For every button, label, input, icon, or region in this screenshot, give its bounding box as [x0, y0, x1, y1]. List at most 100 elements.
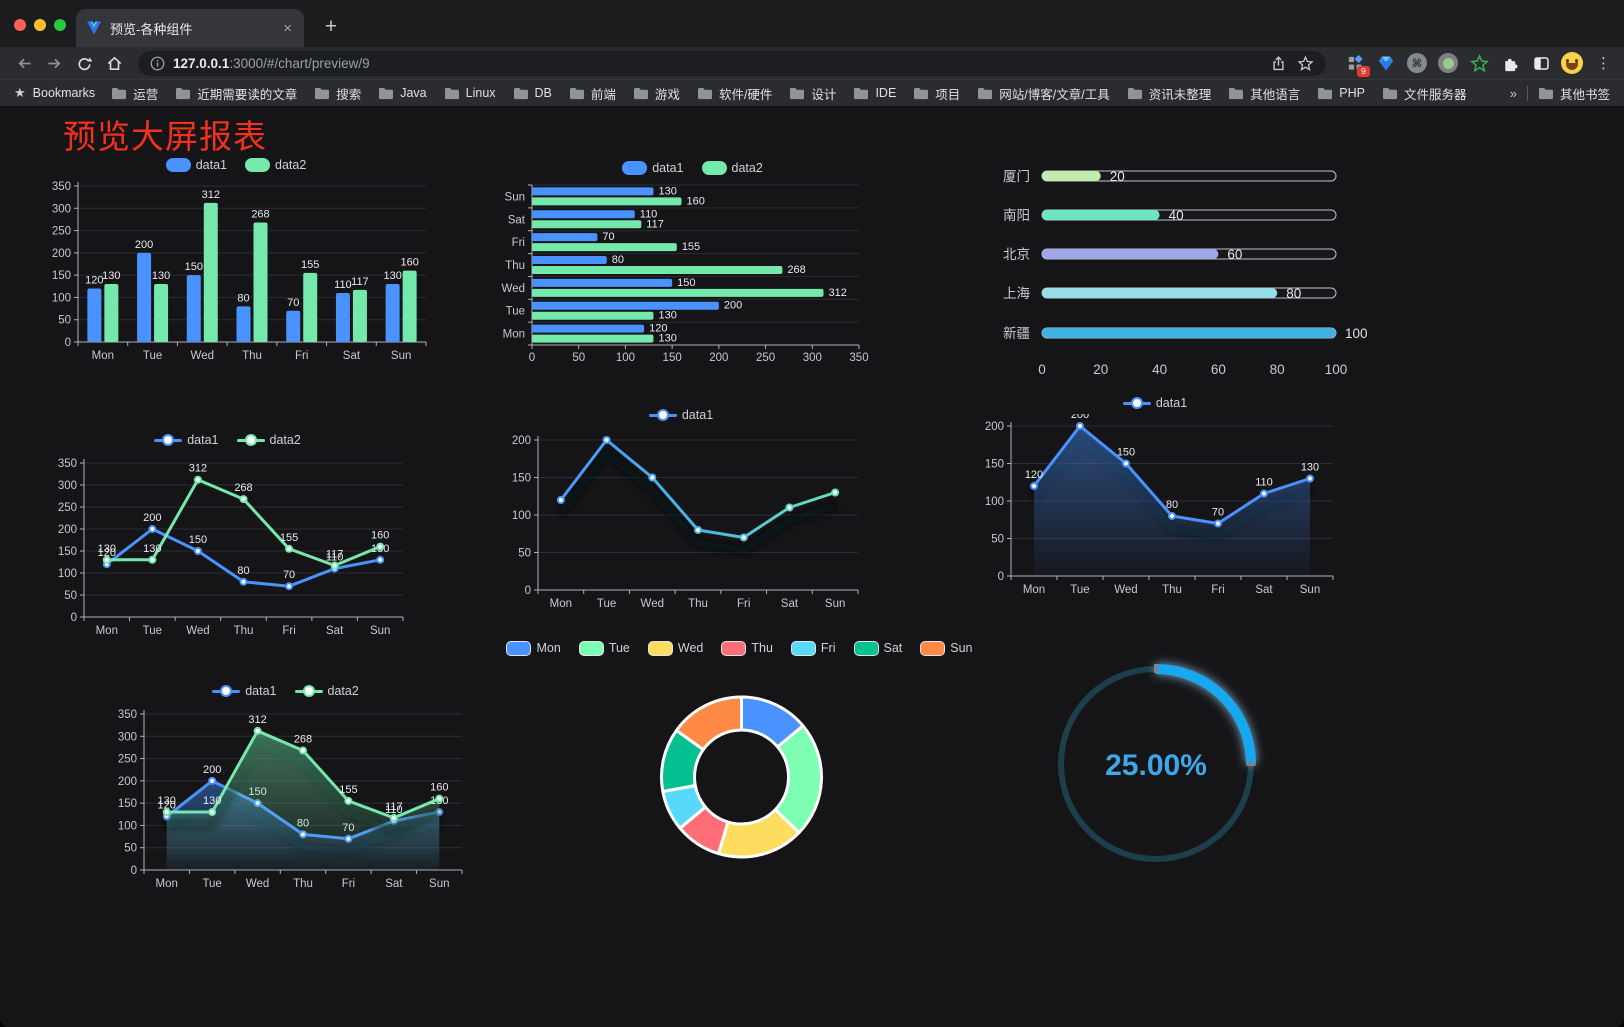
- bookmark-folder[interactable]: DB: [513, 86, 552, 100]
- svg-text:Mon: Mon: [503, 329, 525, 341]
- svg-text:120: 120: [158, 800, 176, 812]
- tab-favicon: [87, 21, 101, 35]
- bookmark-folder[interactable]: 其他语言: [1228, 84, 1300, 103]
- legend-item-data1[interactable]: data1: [154, 433, 219, 447]
- legend-item-Sun[interactable]: Sun: [920, 640, 973, 656]
- svg-text:50: 50: [124, 843, 137, 855]
- progress-rows: 厦门 20 南阳 40 北京 60 上海 80 新疆 100: [1003, 169, 1368, 341]
- legend-item-data1[interactable]: data1: [622, 161, 684, 175]
- browser-menu-button[interactable]: ⋮: [1592, 52, 1614, 74]
- svg-text:350: 350: [849, 352, 868, 364]
- svg-text:80: 80: [1270, 362, 1285, 377]
- reload-button[interactable]: [70, 49, 98, 77]
- svg-text:0: 0: [1038, 362, 1046, 377]
- folder-icon: [1538, 87, 1553, 99]
- bookmark-label: 网站/博客/文章/工具: [999, 87, 1110, 102]
- svg-text:110: 110: [385, 804, 403, 816]
- legend-item-Tue[interactable]: Tue: [578, 640, 630, 656]
- profile-avatar[interactable]: [1561, 52, 1583, 74]
- legend-item-Wed[interactable]: Wed: [647, 640, 703, 656]
- bookmark-folder[interactable]: IDE: [853, 86, 896, 100]
- bookmark-folder[interactable]: 项目: [913, 84, 960, 103]
- bookmarks-overflow-chevron[interactable]: »: [1509, 85, 1517, 101]
- chart-horizontal-bar: data1 data2 0 50 100 150 200 250 300 350 Mon Tue We…: [490, 157, 895, 369]
- gem-icon[interactable]: [1375, 52, 1397, 74]
- svg-text:300: 300: [118, 731, 137, 743]
- green-star-icon[interactable]: [1468, 52, 1490, 74]
- other-bookmarks-folder[interactable]: 其他书签: [1538, 84, 1610, 103]
- chart-canvas: 0 50 100 150 200 250 300 350 Mon Tue Wed Thu Fri Sat S…: [52, 181, 427, 362]
- svg-text:80: 80: [1166, 499, 1178, 511]
- home-button[interactable]: [100, 49, 128, 77]
- share-icon[interactable]: [1270, 55, 1287, 72]
- new-tab-button[interactable]: +: [324, 15, 338, 38]
- bookmark-folder[interactable]: Linux: [444, 86, 496, 100]
- legend-item-data2[interactable]: data2: [236, 433, 301, 447]
- svg-text:80: 80: [1286, 286, 1301, 301]
- svg-text:160: 160: [371, 530, 389, 542]
- bookmark-folder[interactable]: PHP: [1317, 86, 1365, 100]
- bookmark-folder[interactable]: 软件/硬件: [697, 84, 772, 103]
- folder-icon: [633, 87, 648, 99]
- svg-text:40: 40: [1152, 362, 1167, 377]
- grid-extension-icon[interactable]: 9: [1344, 52, 1370, 77]
- bookmark-folder[interactable]: 文件服务器: [1382, 84, 1466, 103]
- bookmark-folder[interactable]: 设计: [789, 84, 836, 103]
- svg-text:Thu: Thu: [505, 260, 525, 272]
- legend-item-Mon[interactable]: Mon: [506, 640, 561, 656]
- chart-legend: data1 data2: [490, 157, 895, 179]
- pie-slice-Sun[interactable]: [674, 695, 743, 752]
- legend-item-data1[interactable]: data1: [212, 684, 277, 698]
- svg-text:北京: 北京: [1003, 247, 1030, 262]
- browser-tab[interactable]: 预览-各种组件 ×: [76, 9, 304, 47]
- legend-item-data2[interactable]: data2: [701, 161, 763, 175]
- minimize-window-button[interactable]: [34, 19, 46, 31]
- legend-item-Thu[interactable]: Thu: [721, 640, 773, 656]
- star-icon[interactable]: [1297, 55, 1314, 72]
- tab-close-icon[interactable]: ×: [283, 19, 292, 37]
- svg-text:312: 312: [189, 463, 207, 475]
- folder-icon: [790, 87, 805, 99]
- chart-legend: data1: [965, 392, 1345, 414]
- legend-item-data2[interactable]: data2: [245, 158, 306, 172]
- axes: 0 50 100 150 200 250 300 350 Mon Tue Wed Thu Fri Sat S…: [58, 458, 404, 637]
- folder-icon: [1318, 87, 1333, 99]
- bookmarks-bar: ★ Bookmarks 运营 近期需要读的文章 搜索 Java Linux DB 前端 游戏 软…: [0, 79, 1624, 106]
- svg-text:312: 312: [828, 287, 846, 299]
- bookmark-folder[interactable]: 游戏: [633, 84, 680, 103]
- svg-text:80: 80: [237, 292, 249, 304]
- legend-item-Sat[interactable]: Sat: [853, 640, 902, 656]
- svg-text:Fri: Fri: [512, 237, 525, 249]
- page-content: 预览大屏报表 data1 data2 0 50 100 150 200 250 300 350 M…: [0, 106, 1624, 1027]
- legend-item-data1[interactable]: data1: [165, 158, 227, 172]
- puzzle-icon[interactable]: [1499, 52, 1521, 74]
- legend-item-data1[interactable]: data1: [1122, 396, 1187, 410]
- bookmark-folder[interactable]: 前端: [569, 84, 616, 103]
- legend-item-data2[interactable]: data2: [294, 684, 359, 698]
- bookmark-folder[interactable]: 近期需要读的文章: [175, 84, 297, 103]
- command-circle-icon[interactable]: ⌘: [1406, 52, 1428, 74]
- bookmark-folder[interactable]: 搜索: [314, 84, 361, 103]
- side-panel-icon[interactable]: [1530, 52, 1552, 74]
- fullscreen-window-button[interactable]: [54, 19, 66, 31]
- back-button[interactable]: [10, 49, 38, 77]
- svg-text:130: 130: [158, 795, 176, 807]
- bookmark-folder[interactable]: Java: [378, 86, 427, 100]
- legend-item-Fri[interactable]: Fri: [790, 640, 836, 656]
- legend-swatch: [165, 158, 191, 172]
- record-circle-icon[interactable]: [1437, 52, 1459, 74]
- close-window-button[interactable]: [14, 19, 26, 31]
- bookmarks-label[interactable]: Bookmarks: [32, 86, 96, 100]
- svg-text:110: 110: [1255, 477, 1273, 489]
- bookmark-folder[interactable]: 资讯未整理: [1127, 84, 1211, 103]
- svg-text:200: 200: [512, 435, 531, 447]
- bookmark-folder[interactable]: 网站/博客/文章/工具: [977, 84, 1110, 103]
- forward-button[interactable]: [40, 49, 68, 77]
- chart-canvas: 0 50 100 150 200 Mon Tue Wed Thu Fri Sat Sun: [512, 435, 859, 610]
- address-bar[interactable]: 127.0.0.1:3000/#/chart/preview/9: [138, 50, 1326, 76]
- bookmark-folder[interactable]: 运营: [111, 84, 158, 103]
- legend-item-data1[interactable]: data1: [648, 408, 713, 422]
- svg-text:117: 117: [385, 801, 403, 813]
- legend-swatch: [212, 684, 241, 698]
